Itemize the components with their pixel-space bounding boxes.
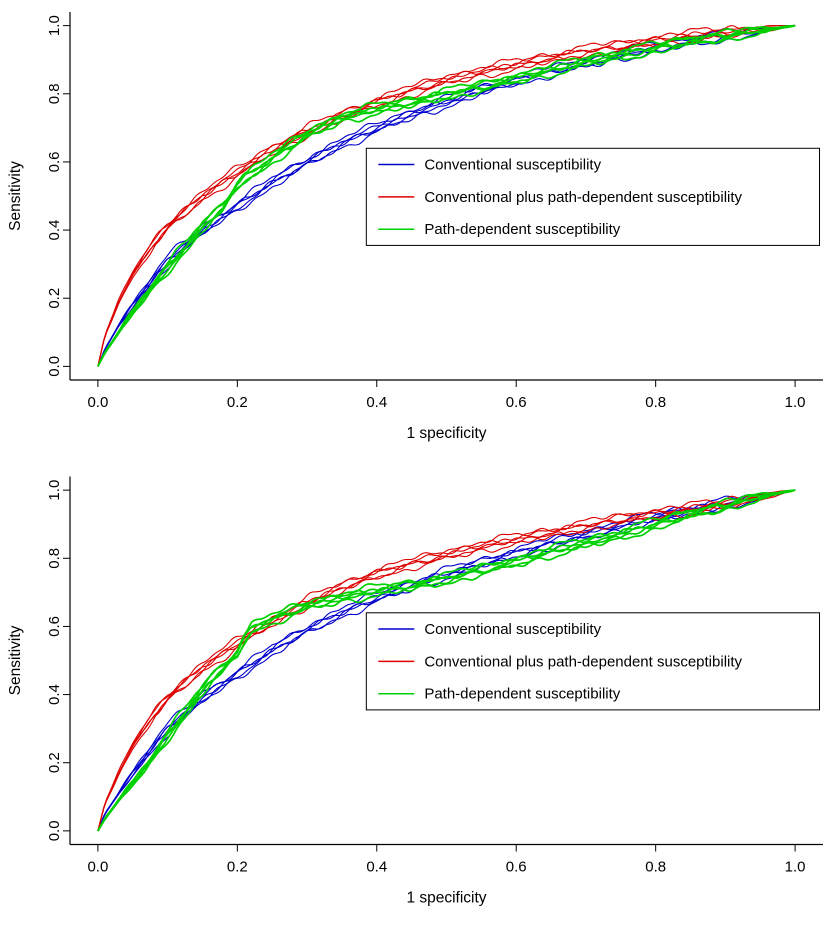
y-axis-title: Sensitivity bbox=[7, 161, 24, 231]
curve-path-dependent-susceptibility bbox=[97, 24, 796, 367]
x-axis-title: 1 specificity bbox=[406, 890, 486, 907]
y-tick-label: 0.4 bbox=[46, 220, 63, 241]
y-axis-title: Sensitivity bbox=[7, 625, 24, 695]
curve-path-dependent-susceptibility bbox=[97, 489, 796, 832]
legend-box bbox=[365, 612, 821, 711]
curve-conventional-susceptibility bbox=[97, 25, 796, 367]
y-tick-label: 0.0 bbox=[46, 820, 63, 841]
legend-label: Conventional susceptibility bbox=[424, 621, 601, 638]
y-tick-label: 0.2 bbox=[46, 752, 63, 773]
x-tick-label: 0.0 bbox=[87, 394, 108, 411]
x-tick-label: 0.6 bbox=[506, 394, 527, 411]
curve-path-dependent-susceptibility bbox=[97, 489, 796, 832]
roc-chart-top: 0.0 0.2 0.4 0.6 0.8 1.0 0.0 0.2 0.4 0.6 0.8 1.0 1 sp… bbox=[7, 12, 823, 442]
legend-box bbox=[365, 147, 821, 246]
x-tick-label: 0.4 bbox=[366, 859, 387, 876]
x-tick-label: 1.0 bbox=[785, 394, 806, 411]
x-tick-label: 0.8 bbox=[645, 394, 666, 411]
legend-label: Path-dependent susceptibility bbox=[424, 686, 620, 703]
x-tick-label: 0.2 bbox=[227, 394, 248, 411]
curve-conventional-plus-path-dependent-susceptibility bbox=[97, 489, 796, 832]
legend-label: Conventional plus path-dependent suscept… bbox=[424, 189, 742, 206]
curve-conventional-susceptibility bbox=[97, 489, 796, 832]
legend-label: Conventional susceptibility bbox=[424, 156, 601, 173]
legend-label: Conventional plus path-dependent suscept… bbox=[424, 653, 742, 670]
legend: Conventional susceptibility Conventional … bbox=[365, 612, 821, 711]
x-tick-label: 1.0 bbox=[785, 859, 806, 876]
legend-label: Path-dependent susceptibility bbox=[424, 221, 620, 238]
curve-conventional-susceptibility bbox=[97, 489, 796, 832]
y-tick-label: 0.8 bbox=[46, 83, 63, 104]
x-tick-label: 0.6 bbox=[506, 859, 527, 876]
y-tick-label: 1.0 bbox=[46, 15, 63, 36]
x-tick-label: 0.4 bbox=[366, 394, 387, 411]
curve-conventional-plus-path-dependent-susceptibility bbox=[97, 25, 796, 367]
curve-conventional-plus-path-dependent-susceptibility bbox=[97, 489, 796, 832]
y-tick-label: 0.6 bbox=[46, 616, 63, 637]
y-tick-label: 1.0 bbox=[46, 480, 63, 501]
y-tick-label: 0.6 bbox=[46, 151, 63, 172]
curve-path-dependent-susceptibility bbox=[97, 24, 796, 367]
x-tick-label: 0.8 bbox=[645, 859, 666, 876]
y-tick-label: 0.8 bbox=[46, 548, 63, 569]
x-tick-label: 0.0 bbox=[87, 859, 108, 876]
x-axis-title: 1 specificity bbox=[406, 425, 486, 442]
y-tick-label: 0.4 bbox=[46, 684, 63, 705]
roc-chart-bottom: 0.0 0.2 0.4 0.6 0.8 1.0 0.0 0.2 0.4 0.6 0.8 1.0 1 sp… bbox=[7, 476, 823, 907]
y-tick-label: 0.2 bbox=[46, 288, 63, 309]
y-tick-label: 0.0 bbox=[46, 356, 63, 377]
x-tick-label: 0.2 bbox=[227, 859, 248, 876]
legend: Conventional susceptibility Conventional … bbox=[365, 147, 821, 246]
